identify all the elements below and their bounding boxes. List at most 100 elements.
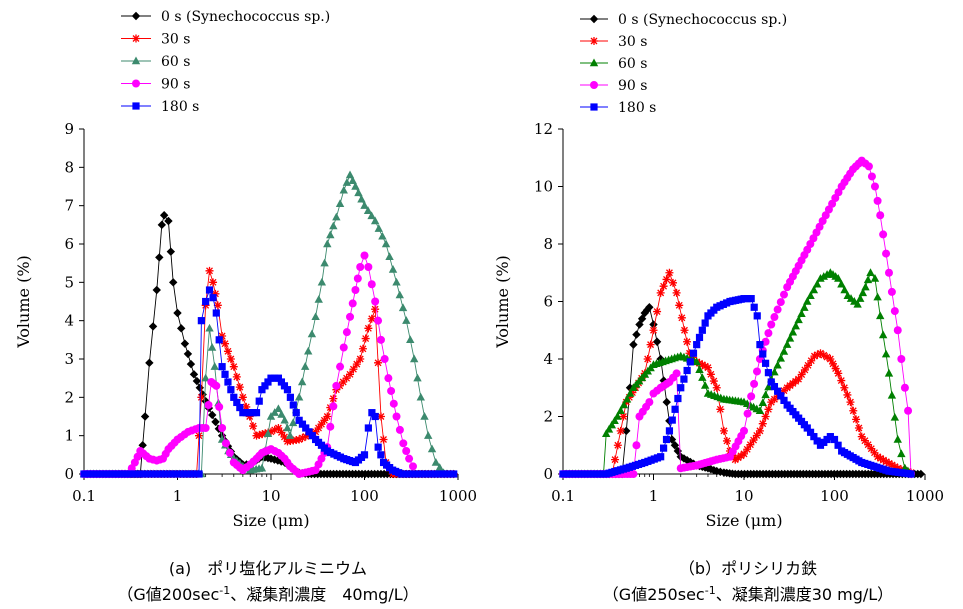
data-point	[406, 335, 415, 344]
data-point	[159, 211, 169, 220]
y-tick-label: 4	[64, 312, 74, 330]
data-point	[885, 459, 894, 468]
data-point	[314, 424, 323, 432]
data-point	[645, 303, 654, 312]
data-point	[301, 432, 310, 441]
data-point	[357, 194, 366, 203]
chart-b: 0 2 4 6 8 10 12 0.1 1 10 100 1000 Size (μm) Volume (%…	[493, 12, 944, 604]
data-point	[374, 358, 383, 367]
data-point	[371, 412, 379, 421]
data-point	[194, 431, 203, 440]
data-point	[904, 406, 913, 415]
data-point	[753, 312, 761, 320]
data-point	[643, 355, 652, 363]
data-point	[840, 285, 849, 294]
data-point	[719, 426, 728, 435]
data-point	[849, 406, 858, 415]
data-point	[870, 274, 880, 282]
data-point	[204, 401, 213, 409]
data-point	[864, 440, 873, 449]
data-point	[761, 337, 770, 346]
data-point	[695, 333, 704, 342]
data-point	[881, 349, 891, 358]
data-point	[230, 393, 238, 401]
data-point	[364, 424, 372, 432]
data-point	[283, 386, 292, 394]
y-tick-label: 8	[64, 158, 74, 176]
data-point	[326, 230, 335, 239]
data-point	[695, 365, 704, 373]
data-point	[882, 457, 891, 466]
y-tick-label: 3	[64, 350, 74, 368]
caption-condition: （G値200sec-1、凝集剤濃度 40mg/L）	[117, 584, 418, 604]
data-point	[701, 362, 710, 371]
data-point	[856, 294, 865, 302]
data-point	[819, 351, 828, 360]
data-point	[683, 337, 692, 346]
data-point	[737, 451, 746, 460]
data-point	[311, 312, 320, 321]
data-point	[675, 301, 684, 310]
data-point	[764, 382, 773, 391]
data-point	[349, 365, 358, 374]
data-point	[755, 406, 765, 414]
data-point	[450, 470, 458, 478]
data-point	[672, 369, 681, 378]
data-point	[823, 353, 832, 362]
series-4	[559, 295, 915, 478]
data-point	[208, 410, 217, 420]
data-point	[320, 416, 329, 425]
y-tick-label: 6	[64, 235, 74, 253]
data-point	[834, 441, 842, 449]
data-point	[320, 258, 329, 267]
data-point	[226, 355, 235, 363]
data-point	[677, 313, 686, 322]
data-point	[828, 359, 837, 368]
x-axis-label: Size (μm)	[705, 511, 782, 530]
data-point	[722, 436, 731, 445]
data-point	[211, 289, 220, 298]
data-point	[280, 382, 289, 390]
data-point	[693, 341, 701, 349]
data-point	[884, 268, 893, 277]
data-point	[834, 369, 843, 378]
data-point	[837, 279, 846, 288]
data-point	[329, 394, 338, 403]
data-point	[329, 402, 338, 411]
data-point	[361, 334, 370, 343]
data-point	[180, 339, 190, 348]
data-point	[242, 402, 251, 411]
data-point	[409, 354, 419, 363]
data-point	[329, 221, 338, 230]
data-point	[342, 374, 351, 383]
data-point	[374, 316, 383, 325]
x-tick-label: 0.1	[551, 487, 575, 505]
data-point	[873, 452, 882, 461]
data-point	[640, 308, 649, 318]
data-point	[866, 268, 875, 276]
x-axis-label: Size (μm)	[232, 511, 309, 530]
legend-label: 60 s	[618, 56, 647, 72]
y-axis-label: Volume (%)	[14, 255, 33, 349]
data-point	[629, 340, 638, 349]
data-point	[646, 340, 655, 349]
data-point	[770, 313, 779, 322]
data-point	[285, 431, 295, 439]
data-point	[791, 321, 800, 330]
legend-marker	[132, 34, 140, 43]
data-point	[794, 375, 803, 384]
data-point	[804, 361, 813, 370]
data-point	[683, 366, 691, 375]
data-point	[255, 430, 264, 439]
data-point	[257, 463, 267, 472]
data-point	[652, 337, 662, 346]
data-point	[169, 278, 178, 287]
y-tick-label: 2	[64, 388, 74, 406]
data-point	[367, 211, 376, 220]
data-point	[797, 309, 806, 318]
data-point	[616, 426, 625, 435]
data-point	[854, 424, 863, 432]
data-point	[392, 277, 401, 286]
legend-marker	[131, 56, 141, 65]
data-point	[252, 409, 261, 417]
